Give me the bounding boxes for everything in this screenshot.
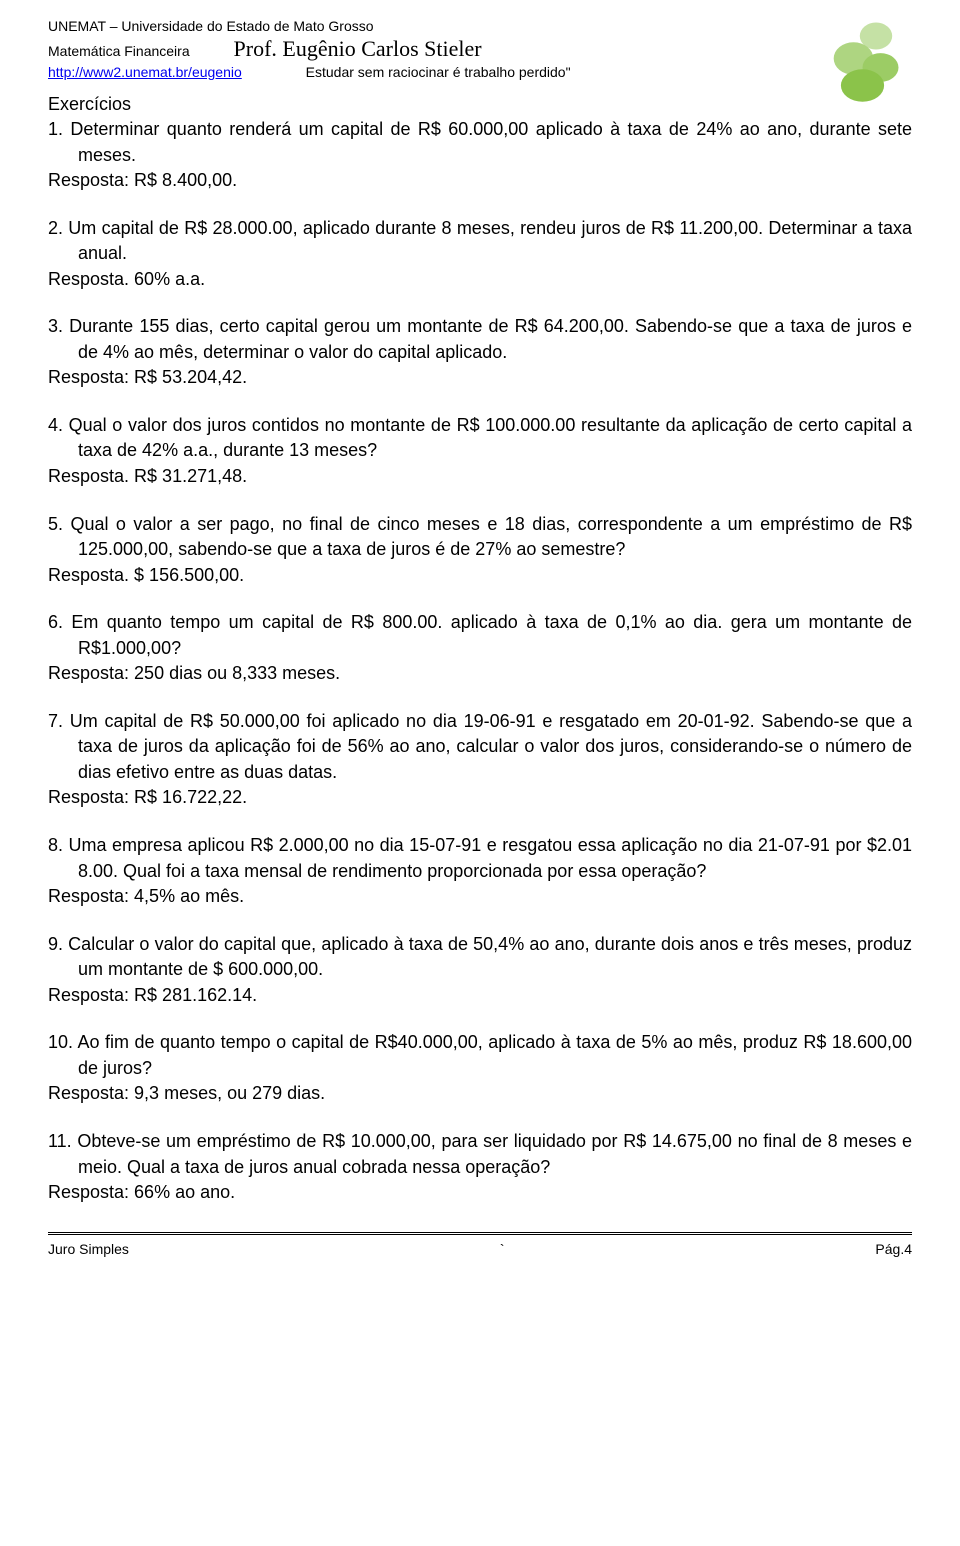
exercise-answer: Resposta: R$ 281.162.14. (48, 983, 912, 1009)
exercise-answer: Resposta: R$ 53.204,42. (48, 365, 912, 391)
exercise-question: 7. Um capital de R$ 50.000,00 foi aplica… (48, 709, 912, 786)
exercise-question: 3. Durante 155 dias, certo capital gerou… (48, 314, 912, 365)
exercise-item: 2. Um capital de R$ 28.000.00, aplicado … (48, 216, 912, 293)
motto: Estudar sem raciocinar é trabalho perdid… (306, 64, 571, 80)
exercise-question: 4. Qual o valor dos juros contidos no mo… (48, 413, 912, 464)
footer-left: Juro Simples (48, 1241, 129, 1257)
exercise-item: 8. Uma empresa aplicou R$ 2.000,00 no di… (48, 833, 912, 910)
exercise-item: 7. Um capital de R$ 50.000,00 foi aplica… (48, 709, 912, 811)
exercise-item: 1. Determinar quanto renderá um capital … (48, 117, 912, 194)
exercise-answer: Resposta. $ 156.500,00. (48, 563, 912, 589)
subject-line: Matemática Financeira Prof. Eugênio Carl… (48, 36, 912, 62)
document-header: UNEMAT – Universidade do Estado de Mato … (48, 18, 912, 80)
exercise-item: 11. Obteve-se um empréstimo de R$ 10.000… (48, 1129, 912, 1206)
exercise-question: 5. Qual o valor a ser pago, no final de … (48, 512, 912, 563)
exercise-answer: Resposta. R$ 31.271,48. (48, 464, 912, 490)
exercise-answer: Resposta: R$ 16.722,22. (48, 785, 912, 811)
exercise-item: 9. Calcular o valor do capital que, apli… (48, 932, 912, 1009)
exercise-question: 9. Calcular o valor do capital que, apli… (48, 932, 912, 983)
url-line: http://www2.unemat.br/eugenio Estudar se… (48, 64, 912, 80)
logo-icon (822, 18, 912, 108)
section-title: Exercícios (48, 94, 912, 115)
professor-name: Prof. Eugênio Carlos Stieler (234, 36, 482, 61)
exercise-item: 10. Ao fim de quanto tempo o capital de … (48, 1030, 912, 1107)
footer-right: Pág.4 (875, 1241, 912, 1257)
exercise-question: 2. Um capital de R$ 28.000.00, aplicado … (48, 216, 912, 267)
exercise-question: 8. Uma empresa aplicou R$ 2.000,00 no di… (48, 833, 912, 884)
page-footer: Juro Simples ` Pág.4 (48, 1232, 912, 1257)
university-name: UNEMAT – Universidade do Estado de Mato … (48, 18, 912, 34)
exercise-question: 11. Obteve-se um empréstimo de R$ 10.000… (48, 1129, 912, 1180)
exercise-question: 1. Determinar quanto renderá um capital … (48, 117, 912, 168)
exercise-answer: Resposta: R$ 8.400,00. (48, 168, 912, 194)
exercise-item: 6. Em quanto tempo um capital de R$ 800.… (48, 610, 912, 687)
exercise-item: 5. Qual o valor a ser pago, no final de … (48, 512, 912, 589)
exercise-item: 3. Durante 155 dias, certo capital gerou… (48, 314, 912, 391)
exercise-answer: Resposta: 250 dias ou 8,333 meses. (48, 661, 912, 687)
exercise-answer: Resposta. 60% a.a. (48, 267, 912, 293)
exercises-list: 1. Determinar quanto renderá um capital … (48, 117, 912, 1206)
exercise-answer: Resposta: 4,5% ao mês. (48, 884, 912, 910)
exercise-item: 4. Qual o valor dos juros contidos no mo… (48, 413, 912, 490)
exercise-question: 10. Ao fim de quanto tempo o capital de … (48, 1030, 912, 1081)
subject: Matemática Financeira (48, 43, 190, 59)
exercise-answer: Resposta: 9,3 meses, ou 279 dias. (48, 1081, 912, 1107)
exercise-question: 6. Em quanto tempo um capital de R$ 800.… (48, 610, 912, 661)
footer-center: ` (500, 1241, 505, 1257)
exercise-answer: Resposta: 66% ao ano. (48, 1180, 912, 1206)
website-link[interactable]: http://www2.unemat.br/eugenio (48, 64, 242, 80)
